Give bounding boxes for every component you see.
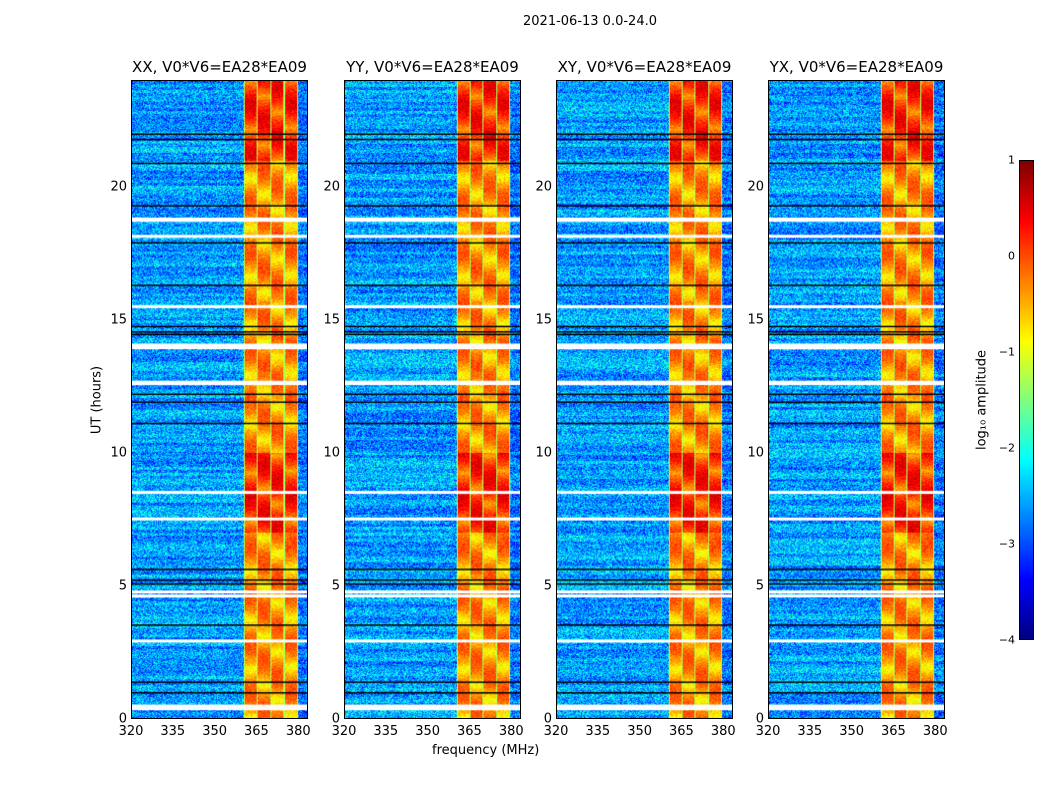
colorbar — [1019, 160, 1034, 640]
panel-title: YX, V0*V6=EA28*EA09 — [769, 58, 944, 76]
x-tick-label: 380 — [710, 724, 736, 739]
spectrogram-panel — [768, 80, 945, 719]
x-tick-label: 350 — [627, 724, 653, 739]
x-tick-label: 350 — [202, 724, 228, 739]
heatmap-image — [345, 81, 520, 718]
y-tick-label: 0 — [331, 711, 340, 727]
panel-title: XX, V0*V6=EA28*EA09 — [132, 58, 307, 76]
spectrogram-panel — [131, 80, 308, 719]
x-tick-label: 335 — [373, 724, 399, 739]
y-tick-label: 20 — [323, 179, 340, 194]
x-tick-label: 320 — [543, 724, 569, 739]
x-tick-label: 380 — [285, 724, 311, 739]
y-tick-label: 20 — [110, 179, 127, 194]
x-axis-label: frequency (MHz) — [432, 743, 540, 758]
colorbar-tick-label: −2 — [998, 441, 1015, 455]
colorbar-tick-label: −4 — [998, 633, 1015, 647]
y-tick-label: 5 — [755, 578, 764, 594]
panel-title: YY, V0*V6=EA28*EA09 — [346, 58, 519, 76]
y-tick-label: 5 — [331, 578, 340, 594]
x-tick-label: 350 — [839, 724, 865, 739]
colorbar-tick-label: −3 — [998, 537, 1015, 551]
heatmap-image — [132, 81, 307, 718]
y-tick-label: 10 — [323, 445, 340, 461]
x-tick-label: 335 — [797, 724, 823, 739]
x-tick-label: 335 — [585, 724, 611, 739]
figure-title: 2021-06-13 0.0-24.0 — [523, 14, 657, 29]
y-tick-label: 10 — [747, 445, 764, 461]
y-tick-label: 5 — [543, 578, 552, 594]
x-tick-label: 365 — [244, 724, 269, 739]
x-tick-label: 380 — [498, 724, 524, 739]
colorbar-tick-label: 0 — [1008, 249, 1015, 263]
y-tick-label: 15 — [323, 312, 340, 328]
y-tick-label: 5 — [118, 578, 127, 594]
spectrogram-panel — [556, 80, 733, 719]
y-tick-label: 20 — [535, 179, 552, 194]
colorbar-tick-label: 1 — [1008, 153, 1015, 167]
heatmap-image — [557, 81, 732, 718]
y-tick-label: 15 — [110, 312, 127, 328]
colorbar-label: log₁₀ amplitude — [974, 349, 990, 451]
x-tick-label: 320 — [118, 724, 144, 739]
y-tick-label: 10 — [110, 445, 127, 461]
heatmap-image — [769, 81, 944, 718]
panel-title: XY, V0*V6=EA28*EA09 — [557, 58, 732, 76]
x-tick-label: 350 — [415, 724, 441, 739]
spectrogram-panel — [344, 80, 521, 719]
x-tick-label: 320 — [755, 724, 781, 739]
y-axis-label: UT (hours) — [89, 365, 105, 435]
colorbar-tick-label: −1 — [998, 345, 1015, 359]
x-tick-label: 365 — [457, 724, 482, 739]
y-tick-label: 0 — [543, 711, 552, 727]
y-tick-label: 15 — [535, 312, 552, 328]
x-tick-label: 335 — [160, 724, 186, 739]
y-tick-label: 20 — [747, 179, 764, 194]
y-tick-label: 0 — [118, 711, 127, 727]
y-tick-label: 10 — [535, 445, 552, 461]
x-tick-label: 380 — [922, 724, 948, 739]
y-tick-label: 15 — [747, 312, 764, 328]
x-tick-label: 365 — [669, 724, 694, 739]
x-tick-label: 365 — [881, 724, 906, 739]
y-tick-label: 0 — [755, 711, 764, 727]
x-tick-label: 320 — [331, 724, 357, 739]
